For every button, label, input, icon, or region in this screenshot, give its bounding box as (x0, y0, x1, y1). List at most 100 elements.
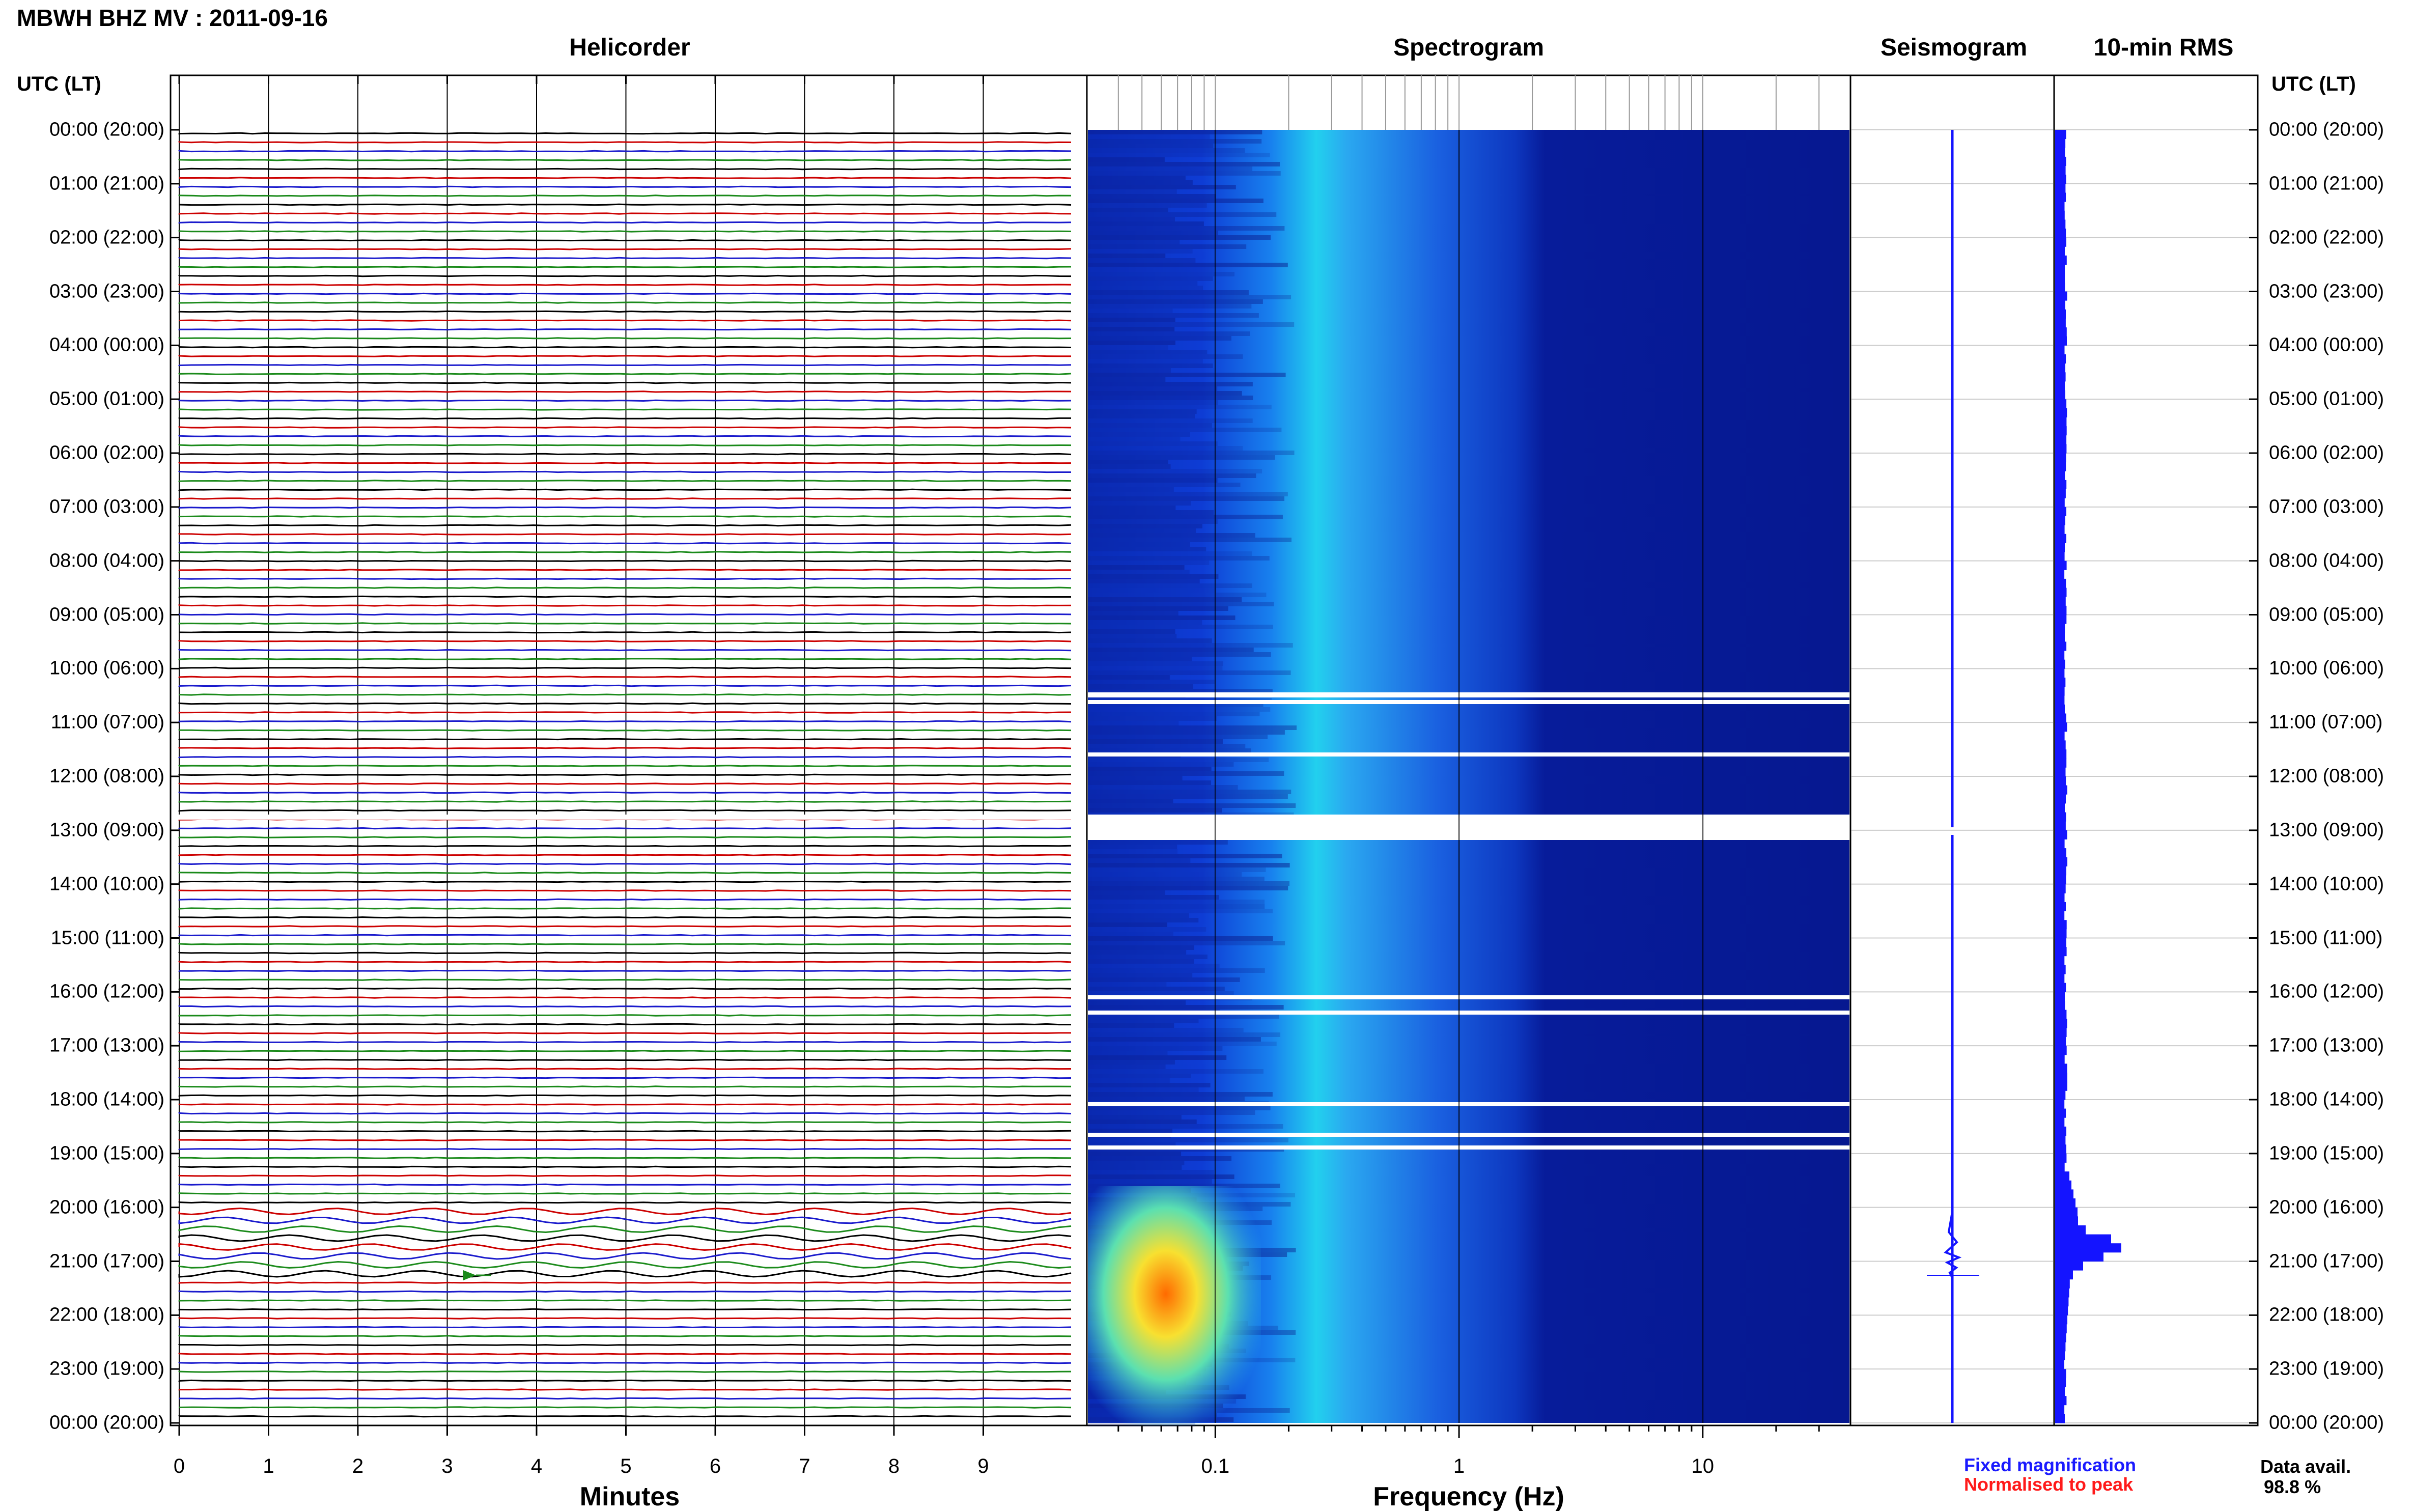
rms-bar (2055, 534, 2066, 543)
spectrogram-row (1088, 606, 1228, 611)
rms-bar (2055, 1243, 2121, 1252)
rms-bar (2055, 839, 2065, 849)
rms-bar (2055, 767, 2066, 776)
spectrogram-row (1088, 455, 1275, 460)
spectrogram-row (1088, 469, 1262, 473)
helicorder-trace-line (179, 338, 1071, 339)
spectrogram-row (1088, 258, 1195, 263)
rms-bar (2055, 1109, 2066, 1118)
rms-bar (2055, 732, 2065, 741)
helicorder-trace-line (179, 863, 1071, 864)
spectrogram-row (1088, 217, 1175, 221)
rms-bar (2055, 345, 2065, 354)
helicorder-trace-line (179, 382, 1071, 383)
spectrogram-row (1088, 551, 1252, 556)
spectrogram-row (1088, 1165, 1182, 1170)
helicorder-trace-line (179, 1077, 1071, 1078)
rms-bar (2055, 1387, 2065, 1396)
spectrogram-row (1088, 643, 1293, 648)
helicorder-trace-line (179, 890, 1071, 891)
spectrogram-row (1088, 249, 1193, 254)
spectrogram-row (1088, 153, 1270, 157)
helicorder-gap (172, 815, 1086, 820)
rms-bar (2055, 884, 2066, 893)
spectrogram-row (1088, 130, 1262, 134)
spectrogram-row (1088, 208, 1168, 212)
rms-bar (2055, 229, 2066, 238)
spectrogram-row (1088, 473, 1256, 478)
spectrogram-row (1088, 675, 1170, 680)
spectrogram-row (1088, 1078, 1170, 1083)
rms-bar (2055, 561, 2067, 570)
spectrogram-row (1088, 982, 1166, 987)
spectrogram-row (1088, 904, 1265, 909)
spectrogram-row (1088, 780, 1211, 785)
rms-bar (2055, 579, 2066, 588)
rms-bar (2055, 1198, 2075, 1208)
spectrogram-row (1088, 666, 1222, 670)
spectrogram-row (1088, 538, 1292, 542)
rms-bar (2055, 1037, 2066, 1046)
spectrogram-row (1088, 803, 1296, 808)
spectrogram-row (1088, 157, 1165, 162)
spectrogram-row (1088, 437, 1180, 441)
spectrogram-row (1088, 295, 1291, 299)
rms-bar (2055, 1262, 2083, 1271)
helicorder-trace-line (179, 400, 1071, 401)
spectrogram-row (1088, 1124, 1283, 1129)
rms-bar (2055, 615, 2066, 624)
spectrogram-row (1088, 492, 1288, 496)
helicorder-trace-line (179, 1184, 1071, 1185)
rms-bar (2055, 1270, 2073, 1279)
spectrogram-row (1088, 648, 1254, 652)
helicorder-trace-line (179, 685, 1071, 686)
spectrogram-row (1088, 510, 1214, 515)
spectrogram-row (1088, 189, 1177, 194)
rms-bar (2055, 246, 2065, 256)
spectrogram-row (1088, 854, 1282, 858)
helicorder-trace-line (179, 908, 1071, 909)
spectrogram-row (1088, 872, 1242, 877)
rms-bar (2055, 695, 2064, 705)
spectrogram-row (1088, 377, 1165, 382)
spectrogram-row (1088, 405, 1272, 409)
spectrogram-row (1088, 515, 1283, 519)
spectrogram-row (1088, 221, 1204, 226)
spectrogram-row (1088, 331, 1250, 336)
rms-bar (2055, 1235, 2111, 1244)
rms-bar (2055, 1208, 2078, 1217)
spectrogram-row (1088, 748, 1251, 753)
spectrogram-row (1088, 771, 1284, 776)
spectrogram-row (1088, 203, 1207, 208)
spectrogram-row (1088, 730, 1285, 735)
rms-bar (2055, 327, 2067, 337)
spectrogram-row (1088, 867, 1266, 872)
spectrogram-row (1088, 542, 1190, 547)
rms-bar (2055, 1252, 2103, 1262)
rms-bar (2055, 193, 2066, 202)
rms-bar (2055, 1046, 2067, 1055)
rms-bar (2055, 489, 2066, 498)
helicorder-trace-line (179, 1166, 1071, 1167)
spectrogram-row (1088, 176, 1186, 180)
rms-bar (2055, 641, 2066, 651)
rms-bar (2055, 974, 2064, 983)
spectrogram-row (1088, 487, 1174, 492)
spectrogram-row (1088, 432, 1190, 437)
spectrogram-row (1088, 354, 1243, 359)
helicorder-trace-line (179, 792, 1071, 793)
rms-bar (2055, 821, 2066, 830)
spectrogram-row (1088, 276, 1213, 281)
spectrogram-row (1088, 290, 1249, 295)
spectrogram-row (1088, 171, 1281, 176)
spectrogram-row (1088, 1051, 1167, 1055)
rms-bar (2055, 426, 2067, 435)
helicorder-trace-line (179, 391, 1071, 392)
rms-bar (2055, 390, 2065, 400)
rms-bar (2055, 911, 2064, 920)
rms-bar (2055, 372, 2066, 381)
spectrogram-row (1088, 881, 1289, 886)
rms-bar (2055, 1010, 2066, 1019)
spectrogram-row (1088, 519, 1218, 524)
spectrogram-row (1088, 162, 1280, 166)
